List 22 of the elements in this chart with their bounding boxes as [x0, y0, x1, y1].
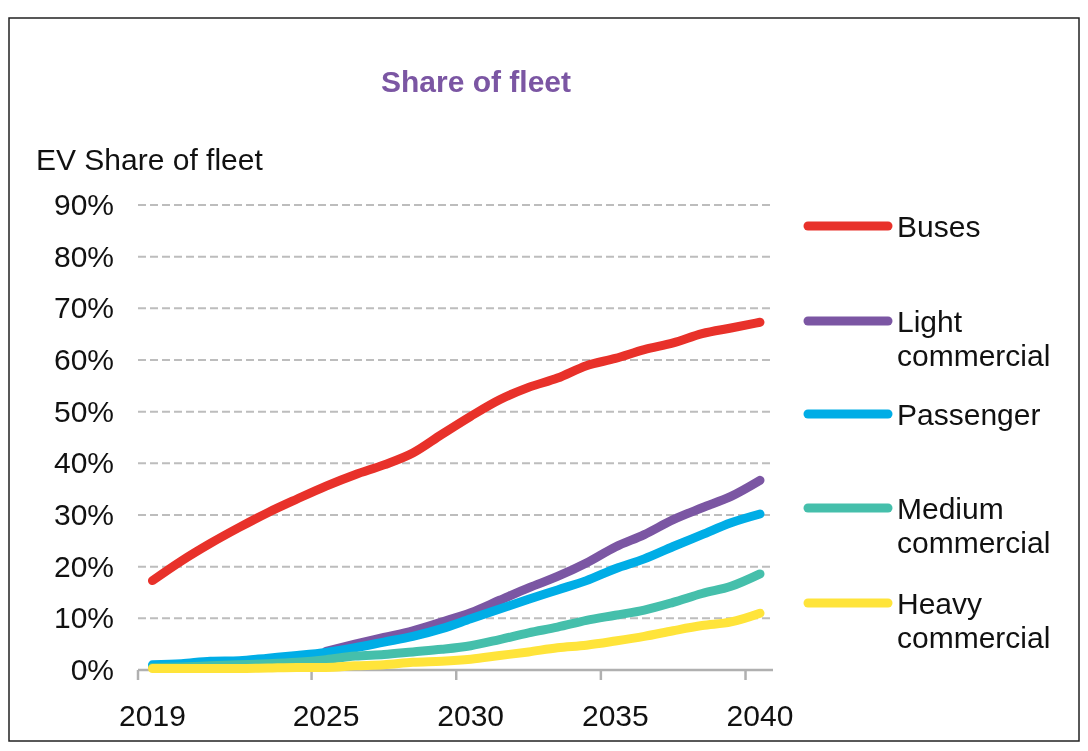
legend-label: Buses [897, 210, 981, 243]
x-tick-label: 2030 [437, 699, 505, 732]
x-tick-label: 2035 [581, 699, 649, 732]
x-tick-label: 2025 [292, 699, 360, 732]
y-tick-label: 0% [70, 653, 114, 686]
x-tick-label: 2040 [726, 699, 794, 732]
legend-label: Heavy commercial [897, 587, 1051, 654]
y-tick-label: 50% [53, 394, 114, 428]
y-axis-title: EV Share of fleet [36, 143, 264, 176]
y-tick-label: 90% [53, 188, 114, 221]
legend-label: Passenger [897, 398, 1041, 431]
y-tick-label: 70% [53, 291, 114, 325]
legend-label: Light commercial [897, 305, 1051, 372]
y-tick-label: 20% [53, 549, 114, 583]
y-tick-label: 80% [53, 239, 114, 273]
legend-label: Medium commercial [897, 492, 1051, 559]
y-tick-label: 60% [53, 343, 114, 376]
x-tick-label: 2019 [119, 699, 186, 732]
y-tick-label: 30% [53, 498, 114, 531]
chart-title: Share of fleet [380, 65, 572, 98]
y-tick-label: 10% [53, 601, 114, 635]
y-tick-label: 40% [53, 446, 114, 480]
